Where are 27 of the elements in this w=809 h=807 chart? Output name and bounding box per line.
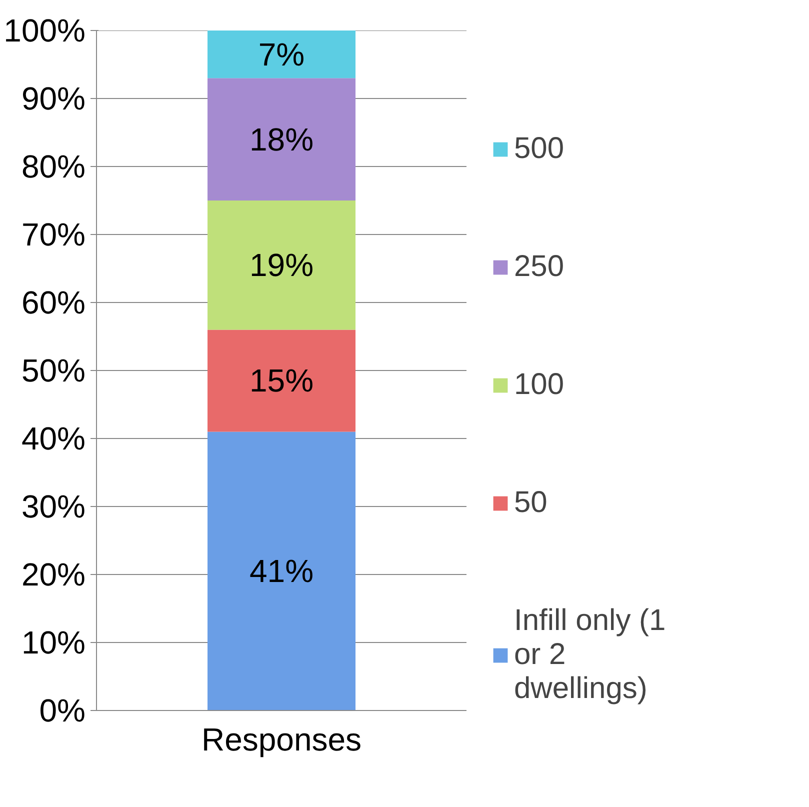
y-tick-label: 40% — [21, 420, 86, 456]
y-tick-label: 20% — [21, 556, 86, 592]
y-tick-label: 80% — [21, 148, 86, 184]
text: 41% — [249, 553, 314, 590]
y-tick-label: 70% — [21, 216, 86, 252]
y-tick-label: 50% — [21, 352, 86, 388]
bar — [208, 78, 356, 200]
y-tick-label: 100% — [4, 12, 86, 48]
bar — [208, 432, 356, 710]
bar — [208, 200, 356, 330]
legend-label: 50 — [514, 486, 548, 520]
x-tick-label: Responses — [201, 722, 362, 758]
legend-label: 100 — [514, 368, 564, 402]
text: 7% — [258, 36, 305, 72]
y-tick-label: 10% — [21, 624, 86, 660]
text: 19% — [249, 247, 314, 284]
legend-label: 500 — [514, 132, 564, 166]
text: 15% — [249, 362, 314, 399]
text: 18% — [249, 121, 314, 158]
bar — [208, 30, 356, 78]
bar — [208, 330, 356, 432]
y-tick-label: 60% — [21, 284, 86, 320]
legend-label: 250 — [514, 250, 564, 284]
y-tick-label: 0% — [39, 692, 86, 728]
y-tick-label: 90% — [21, 80, 86, 116]
legend-label: Infill only (1 or 2 dwellings) — [514, 604, 666, 706]
y-tick-label: 30% — [21, 488, 86, 524]
